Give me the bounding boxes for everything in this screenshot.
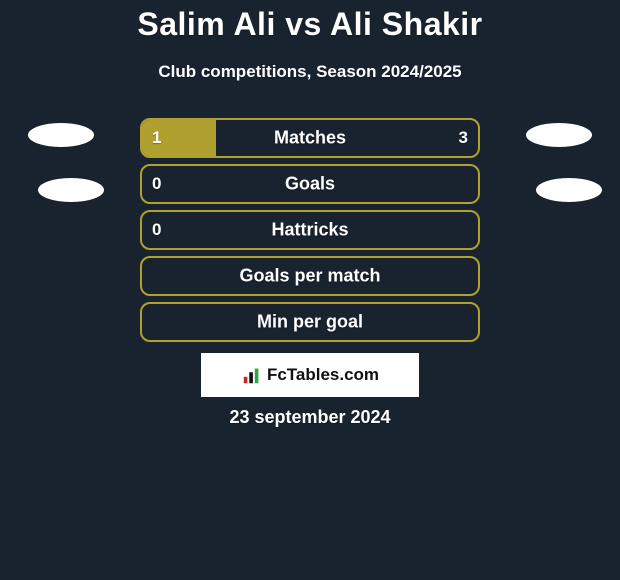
page-title: Salim Ali vs Ali Shakir <box>0 6 620 43</box>
stat-label: Hattricks <box>142 220 478 241</box>
player-right-badge-1 <box>526 123 592 147</box>
brand-bars-icon <box>241 364 263 386</box>
stat-label: Matches <box>142 128 478 149</box>
stat-value-left: 0 <box>152 174 161 194</box>
stat-row: Min per goal <box>140 302 480 342</box>
stat-label: Min per goal <box>142 312 478 333</box>
stat-row: Hattricks0 <box>140 210 480 250</box>
stat-value-left: 1 <box>152 128 161 148</box>
page-subtitle: Club competitions, Season 2024/2025 <box>0 62 620 82</box>
stat-label: Goals <box>142 174 478 195</box>
stat-label: Goals per match <box>142 266 478 287</box>
stat-value-right: 3 <box>459 128 468 148</box>
brand-text: FcTables.com <box>267 365 379 385</box>
player-left-badge-2 <box>38 178 104 202</box>
player-left-badge-1 <box>28 123 94 147</box>
stat-value-left: 0 <box>152 220 161 240</box>
stats-bars: Matches13Goals0Hattricks0Goals per match… <box>140 118 480 348</box>
stat-row: Goals0 <box>140 164 480 204</box>
date-label: 23 september 2024 <box>0 407 620 428</box>
stat-row: Goals per match <box>140 256 480 296</box>
brand-badge: FcTables.com <box>201 353 419 397</box>
stat-row: Matches1 3 <box>140 118 480 158</box>
player-right-badge-2 <box>536 178 602 202</box>
